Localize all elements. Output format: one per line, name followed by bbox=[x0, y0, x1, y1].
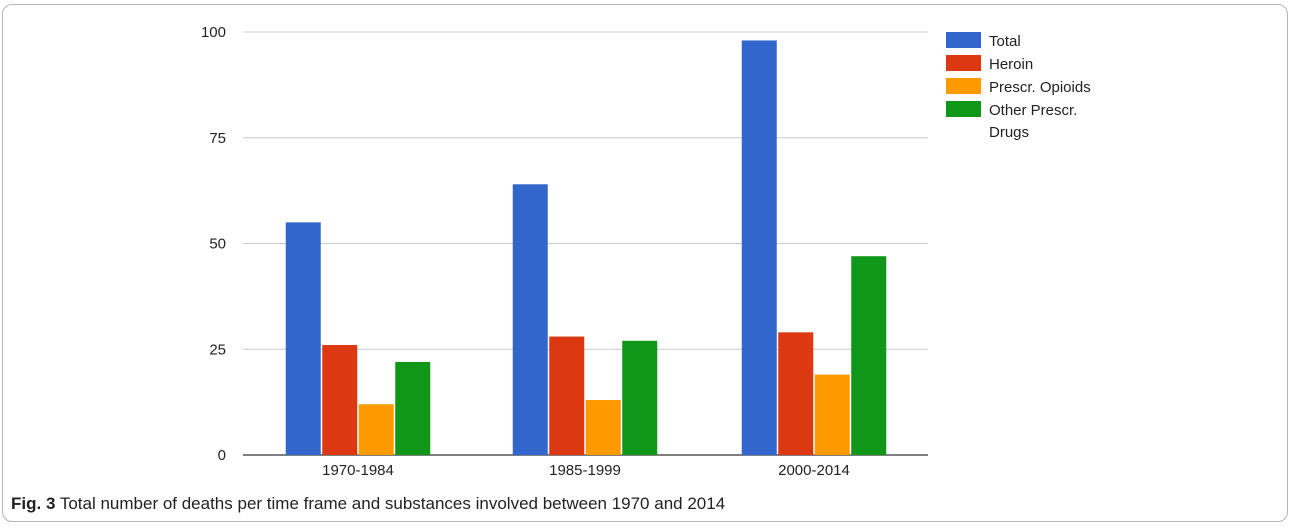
legend-item: Other Prescr. Drugs bbox=[946, 101, 1077, 141]
x-axis-ticks: 1970-1984 1985-1999 2000-2014 bbox=[322, 462, 850, 479]
bar-other-prescr-drugs-1970-1984 bbox=[395, 361, 431, 455]
legend-label: Other Prescr. Drugs bbox=[989, 102, 1077, 141]
y-tick-label: 100 bbox=[201, 24, 226, 41]
y-axis-ticks: 0 25 50 75 100 bbox=[201, 24, 226, 464]
legend-swatch bbox=[946, 101, 981, 117]
bars bbox=[285, 40, 887, 456]
y-tick-label: 50 bbox=[209, 236, 226, 253]
legend-swatch bbox=[946, 78, 981, 94]
y-tick-label: 75 bbox=[209, 130, 226, 147]
bar-heroin-2000-2014 bbox=[778, 332, 814, 455]
bar-heroin-1985-1999 bbox=[549, 336, 585, 455]
legend-label: Heroin bbox=[989, 56, 1033, 73]
legend-item: Total bbox=[946, 32, 1021, 50]
legend-item: Prescr. Opioids bbox=[946, 78, 1091, 96]
legend-swatch bbox=[946, 32, 981, 48]
bar-total-1970-1984 bbox=[285, 222, 321, 455]
legend-item: Heroin bbox=[946, 55, 1033, 73]
figure-label: Fig. 3 bbox=[11, 494, 56, 513]
bar-other-prescr-drugs-2000-2014 bbox=[851, 256, 887, 455]
bar-total-2000-2014 bbox=[741, 40, 777, 456]
bar-prescr-opioids-1970-1984 bbox=[358, 404, 394, 455]
x-tick-label: 1970-1984 bbox=[322, 462, 394, 479]
y-tick-label: 25 bbox=[209, 341, 226, 358]
legend-label: Total bbox=[989, 33, 1021, 50]
bar-heroin-1970-1984 bbox=[322, 345, 358, 455]
x-tick-label: 1985-1999 bbox=[549, 462, 621, 479]
legend-swatch bbox=[946, 55, 981, 71]
y-tick-label: 0 bbox=[218, 447, 226, 464]
bar-prescr-opioids-1985-1999 bbox=[585, 400, 621, 455]
bar-total-1985-1999 bbox=[512, 184, 548, 455]
figure-caption-text: Total number of deaths per time frame an… bbox=[59, 494, 726, 513]
figure-caption: Fig. 3 Total number of deaths per time f… bbox=[11, 494, 725, 514]
legend-label: Prescr. Opioids bbox=[989, 79, 1091, 96]
bar-other-prescr-drugs-1985-1999 bbox=[622, 340, 658, 455]
legend: Total Heroin Prescr. Opioids Other Prescr. D… bbox=[946, 32, 1091, 141]
bar-prescr-opioids-2000-2014 bbox=[814, 374, 850, 455]
x-tick-label: 2000-2014 bbox=[778, 462, 850, 479]
